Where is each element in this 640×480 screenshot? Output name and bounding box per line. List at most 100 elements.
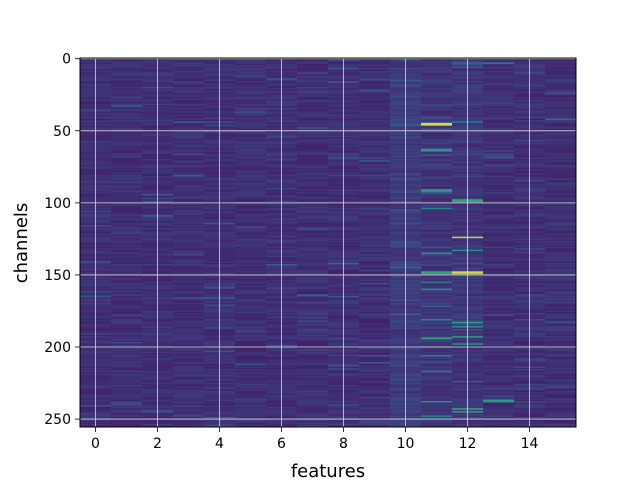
heatmap-cell [483, 229, 515, 232]
heatmap-cell [483, 308, 515, 311]
heatmap-cell [483, 91, 515, 93]
heatmap-cell [111, 242, 143, 245]
heatmap-cell [421, 297, 453, 300]
heatmap-cell [483, 196, 515, 199]
heatmap-cell [545, 241, 577, 243]
heatmap-cell [173, 153, 205, 155]
heatmap-cell [483, 419, 515, 422]
heatmap-cell [173, 323, 205, 325]
heatmap-cell [173, 360, 205, 363]
heatmap-cell [359, 83, 391, 86]
heatmap-cell [297, 225, 329, 227]
heatmap-cell [545, 265, 577, 268]
heatmap-cell [421, 298, 453, 301]
heatmap-cell [421, 161, 453, 164]
heatmap-cell [359, 128, 391, 131]
heatmap-cell [359, 356, 391, 359]
heatmap-cell [483, 206, 515, 209]
heatmap-cell [111, 245, 143, 248]
heatmap-cell [173, 207, 205, 210]
heatmap-cell [359, 104, 391, 106]
heatmap-cell [111, 269, 143, 272]
heatmap-cell [421, 177, 453, 180]
heatmap-cell [545, 72, 577, 75]
heatmap-cell [173, 311, 205, 314]
heatmap-cell [173, 245, 205, 248]
heatmap-cell [483, 353, 515, 356]
heatmap-cell [235, 272, 267, 275]
heatmap-cell [297, 279, 329, 282]
heatmap-cell [297, 419, 329, 422]
heatmap-cell [421, 150, 453, 152]
heatmap-cell [545, 352, 577, 354]
heatmap-cell [483, 316, 515, 318]
heatmap-cell [545, 76, 577, 79]
heatmap-cell [173, 376, 205, 379]
heatmap-cell [111, 212, 143, 214]
heatmap-cell [111, 138, 143, 141]
heatmap-cell [421, 321, 453, 324]
heatmap-cell [545, 363, 577, 366]
heatmap-cell [545, 412, 577, 415]
heatmap-cell [421, 186, 453, 189]
heatmap-cell [173, 284, 205, 287]
heatmap-cell [359, 421, 391, 423]
heatmap-cell [483, 85, 515, 88]
heatmap-cell [235, 131, 267, 134]
heatmap-cell [545, 88, 577, 91]
heatmap-cell [545, 168, 577, 171]
heatmap-cell [173, 62, 205, 65]
heatmap-cell [483, 326, 515, 328]
y-tick-label: 100 [44, 196, 71, 212]
heatmap-cell [421, 104, 453, 106]
heatmap-cell [111, 340, 143, 343]
heatmap-cell [483, 107, 515, 109]
heatmap-cell [359, 362, 391, 364]
heatmap-cell [483, 242, 515, 245]
heatmap-cell [173, 98, 205, 101]
heatmap-cell [297, 331, 329, 334]
heatmap-cell [359, 82, 391, 85]
heatmap-cell [173, 144, 205, 147]
heatmap-cell [421, 278, 453, 281]
heatmap-cell [359, 298, 391, 301]
heatmap-cell [111, 411, 143, 413]
heatmap-cell [173, 187, 205, 190]
heatmap-cell [297, 66, 329, 69]
heatmap-cell [421, 396, 453, 399]
heatmap-cell [359, 88, 391, 91]
heatmap-cell [235, 171, 267, 174]
heatmap-cell [483, 313, 515, 315]
heatmap-cell [545, 239, 577, 242]
heatmap-cell [545, 402, 577, 405]
heatmap-cell [421, 131, 453, 134]
heatmap-cell [297, 262, 329, 265]
heatmap-cell [421, 69, 453, 72]
heatmap-cell [421, 132, 453, 135]
heatmap-cell [483, 320, 515, 323]
heatmap-cell [173, 267, 205, 269]
heatmap-cell [111, 373, 143, 376]
heatmap-cell [545, 386, 577, 389]
heatmap-cell [483, 271, 515, 274]
heatmap-cell [421, 246, 453, 249]
heatmap-cell [297, 360, 329, 363]
heatmap-cell [421, 291, 453, 294]
heatmap-cell [421, 369, 453, 372]
heatmap-cell [111, 229, 143, 232]
heatmap-cell [173, 89, 205, 92]
heatmap-cell [235, 282, 267, 285]
heatmap-cell [235, 409, 267, 412]
heatmap-cell [173, 277, 205, 279]
heatmap-cell [173, 375, 205, 377]
heatmap-cell [173, 422, 205, 425]
heatmap-cell [359, 78, 391, 80]
heatmap-cell [297, 122, 329, 125]
heatmap-cell [297, 173, 329, 176]
heatmap-cell [297, 321, 329, 324]
heatmap-cell [421, 179, 453, 181]
heatmap-cell [173, 242, 205, 245]
heatmap-cell [545, 222, 577, 225]
heatmap-cell [235, 148, 267, 151]
heatmap-cell [111, 376, 143, 379]
